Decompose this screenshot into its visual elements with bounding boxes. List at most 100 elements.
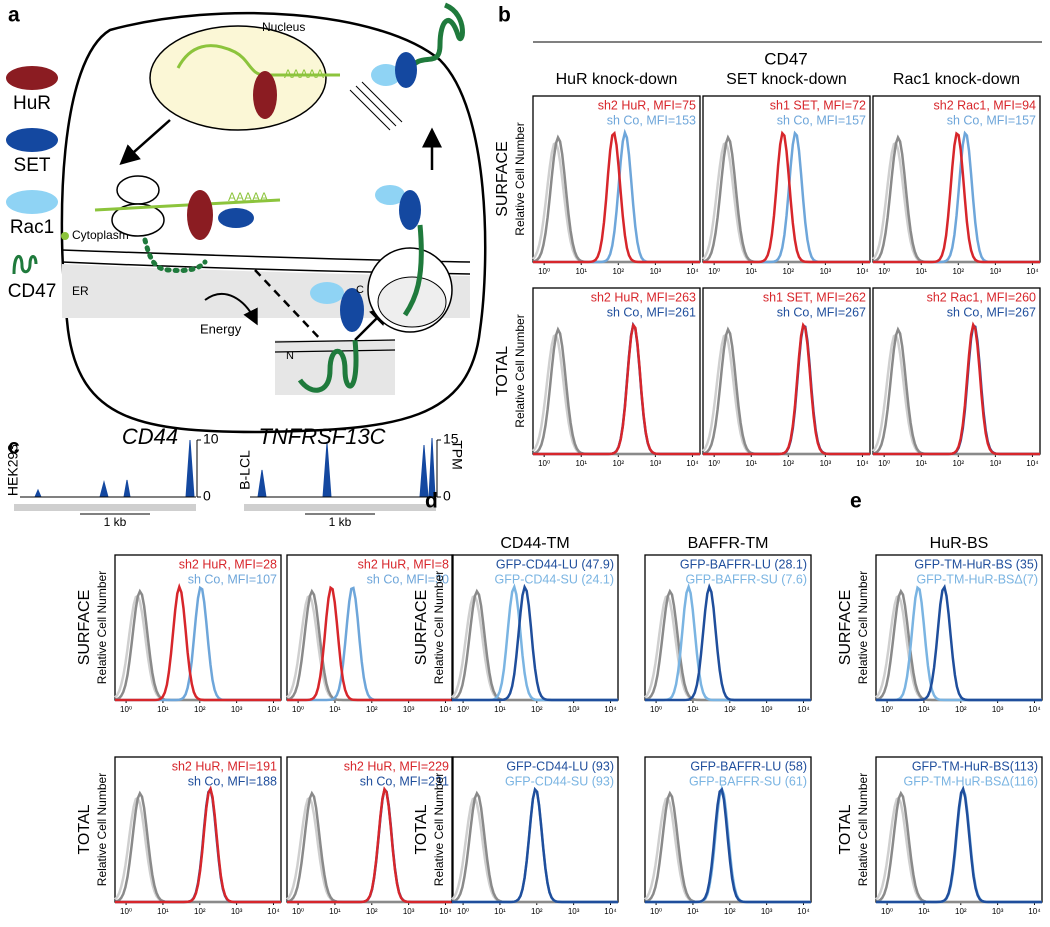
x-tick-label: 10³ <box>403 907 415 916</box>
row-label: SURFACE <box>837 590 854 666</box>
track-unit: TPM <box>449 440 465 470</box>
set-shape <box>340 288 364 332</box>
cd47-shape <box>402 224 424 317</box>
track-peaks <box>34 439 195 498</box>
curve-label: sh Co, MFI=261 <box>607 305 696 319</box>
scale-label: 1 kb <box>329 515 352 529</box>
curve-label: GFP-BAFFR-SU (7.6) <box>685 572 807 586</box>
histogram-curve <box>533 130 700 264</box>
x-tick-label: 10⁰ <box>457 705 469 714</box>
legend-label: CD47 <box>8 281 57 302</box>
ribosome <box>111 203 165 237</box>
row-label: TOTAL <box>413 804 430 854</box>
nucleus-label: Nucleus <box>262 20 305 34</box>
x-tick-label: 10² <box>724 907 736 916</box>
x-tick-label: 10³ <box>761 705 773 714</box>
x-tick-label: 10⁰ <box>650 705 662 714</box>
x-tick-label: 10⁰ <box>650 907 662 916</box>
arrow <box>204 293 258 326</box>
x-tick-label: 10² <box>613 267 625 276</box>
x-tick-label: 10¹ <box>745 459 757 468</box>
x-tick-label: 10³ <box>650 267 662 276</box>
mrna <box>94 198 281 212</box>
curve-label: sh1 SET, MFI=262 <box>763 290 866 304</box>
control-histogram <box>451 796 618 904</box>
column-title: CD44-TM <box>500 535 569 552</box>
histogram-curve <box>533 322 700 456</box>
curve-label: GFP-TM-HuR-BS(113) <box>912 759 1038 773</box>
x-tick-label: 10⁴ <box>439 705 452 714</box>
histogram-curve <box>115 583 281 702</box>
legend-swatch <box>6 66 58 90</box>
column-title: SET knock-down <box>726 71 847 88</box>
x-tick-label: 10⁴ <box>267 705 280 714</box>
x-tick-label: 10⁴ <box>1026 267 1039 276</box>
curve-label: sh2 HuR, MFI=8 <box>358 557 449 571</box>
hur-shape <box>187 190 213 240</box>
x-tick-label: 10⁰ <box>292 907 304 916</box>
y-axis-label: Relative Cell Number <box>513 314 527 427</box>
dot <box>61 232 69 240</box>
x-tick-label: 10³ <box>403 705 415 714</box>
x-tick-label: 10³ <box>992 705 1004 714</box>
control-histogram <box>532 332 700 456</box>
x-tick-label: 10¹ <box>575 459 587 468</box>
x-tick-label: 10⁴ <box>797 907 810 916</box>
curve-label: GFP-TM-HuR-BS (35) <box>914 557 1038 571</box>
gene-name: CD44 <box>122 424 178 449</box>
x-tick-label: 10² <box>783 459 795 468</box>
cell-line: HEK293 <box>5 444 21 496</box>
curve-label: sh Co, MFI=153 <box>607 113 696 127</box>
x-tick-label: 10¹ <box>494 705 506 714</box>
x-tick-label: 10¹ <box>157 705 169 714</box>
x-tick-label: 10³ <box>820 459 832 468</box>
curve-label: GFP-TM-HuR-BSΔ(116) <box>903 774 1038 788</box>
track-tick-label: 0 <box>203 488 211 504</box>
x-tick-label: 10¹ <box>329 705 341 714</box>
curve-label: GFP-CD44-LU (93) <box>506 759 614 773</box>
x-tick-label: 10¹ <box>745 267 757 276</box>
x-tick-label: 10⁰ <box>538 459 550 468</box>
curve-label: GFP-BAFFR-LU (58) <box>690 759 807 773</box>
x-tick-label: 10⁰ <box>878 267 890 276</box>
x-tick-label: 10⁴ <box>1026 459 1039 468</box>
er-lumen <box>275 340 395 395</box>
x-tick-label: 10³ <box>761 907 773 916</box>
x-tick-label: 10⁰ <box>881 705 893 714</box>
control-histogram <box>702 332 870 456</box>
x-tick-label: 10² <box>194 705 206 714</box>
x-tick-label: 10⁴ <box>267 907 280 916</box>
histogram-curve <box>703 321 870 456</box>
scale-label: 1 kb <box>104 515 127 529</box>
x-tick-label: 10² <box>613 459 625 468</box>
panel-label: e <box>850 490 862 513</box>
x-tick-label: 10⁰ <box>538 267 550 276</box>
histogram-curve <box>703 130 870 264</box>
histogram-curve <box>115 785 281 904</box>
histogram-curve <box>287 585 453 702</box>
x-tick-label: 10⁰ <box>292 705 304 714</box>
row-label: SURFACE <box>413 590 430 666</box>
gene-name: TNFRSF13C <box>258 424 385 449</box>
curve-label: GFP-TM-HuR-BSΔ(7) <box>916 572 1038 586</box>
er-label: ER <box>72 284 89 298</box>
histogram-curve <box>452 583 618 702</box>
x-tick-label: 10⁴ <box>604 907 617 916</box>
x-tick-label: 10³ <box>231 705 243 714</box>
row-label: TOTAL <box>76 804 93 854</box>
histogram-curve <box>452 786 618 904</box>
x-tick-label: 10³ <box>231 907 243 916</box>
arrow <box>119 119 171 165</box>
curve-label: sh Co, MFI=30 <box>367 572 449 586</box>
curve-label: sh2 HuR, MFI=75 <box>598 98 696 112</box>
histogram-curve <box>873 131 1040 264</box>
panel-label: c <box>8 436 20 459</box>
control-histogram <box>644 594 811 702</box>
histogram-curve <box>645 583 811 702</box>
mrna <box>176 44 340 77</box>
legend-label: SET <box>14 155 51 176</box>
curve-label: sh2 HuR, MFI=28 <box>179 557 277 571</box>
x-tick-label: 10⁰ <box>878 459 890 468</box>
track-peaks <box>257 437 436 498</box>
curve-label: sh Co, MFI=267 <box>777 305 866 319</box>
